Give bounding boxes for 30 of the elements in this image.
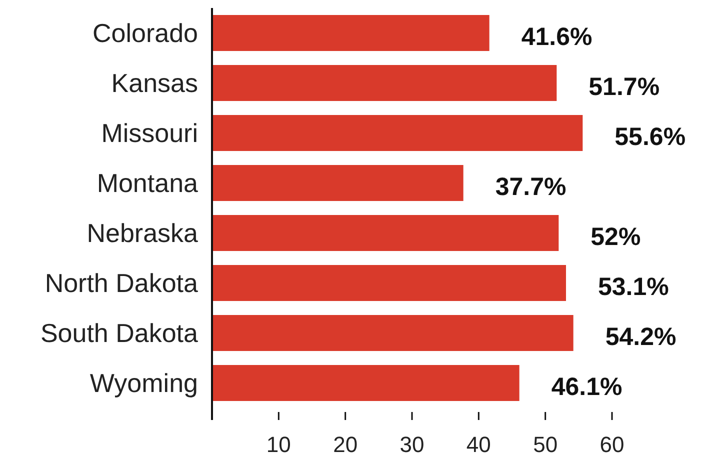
x-tick-label: 10: [266, 432, 291, 457]
bar: [212, 365, 520, 401]
bar: [212, 315, 574, 351]
y-tick-label: Kansas: [111, 68, 198, 98]
y-tick-label: North Dakota: [44, 268, 199, 298]
bar: [212, 65, 557, 101]
data-label: 53.1%: [598, 273, 669, 301]
y-tick-label: South Dakota: [40, 318, 199, 348]
y-tick-label: Wyoming: [90, 368, 198, 398]
data-label: 51.7%: [588, 73, 660, 101]
x-tick-label: 20: [333, 432, 358, 457]
x-tick-label: 60: [600, 432, 624, 457]
data-label: 41.6%: [521, 23, 592, 51]
x-tick-label: 50: [533, 432, 558, 457]
bar: [212, 215, 559, 251]
data-label: 46.1%: [551, 373, 622, 401]
data-label: 54.2%: [605, 323, 676, 351]
data-label: 37.7%: [495, 173, 566, 201]
bar: [212, 115, 583, 151]
x-tick-label: 30: [400, 432, 424, 457]
y-tick-label: Colorado: [92, 18, 198, 48]
y-tick-label: Nebraska: [86, 218, 199, 248]
y-tick-label: Missouri: [101, 118, 198, 148]
y-tick-label: Montana: [96, 168, 199, 198]
bar: [212, 15, 490, 51]
data-label: 52%: [590, 223, 641, 251]
bar: [212, 265, 566, 301]
data-label: 55.6%: [614, 123, 686, 151]
bar: [212, 165, 464, 201]
x-tick-label: 40: [466, 432, 491, 457]
